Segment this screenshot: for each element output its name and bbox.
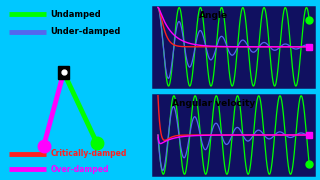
Text: Under-damped: Under-damped — [51, 27, 121, 36]
Text: Critically-damped: Critically-damped — [51, 149, 127, 158]
Text: Angle: Angle — [199, 10, 228, 19]
Text: Over-damped: Over-damped — [51, 165, 109, 174]
Text: Undamped: Undamped — [51, 10, 101, 19]
Text: Angular velocity: Angular velocity — [172, 99, 255, 108]
Bar — [58, 66, 69, 79]
